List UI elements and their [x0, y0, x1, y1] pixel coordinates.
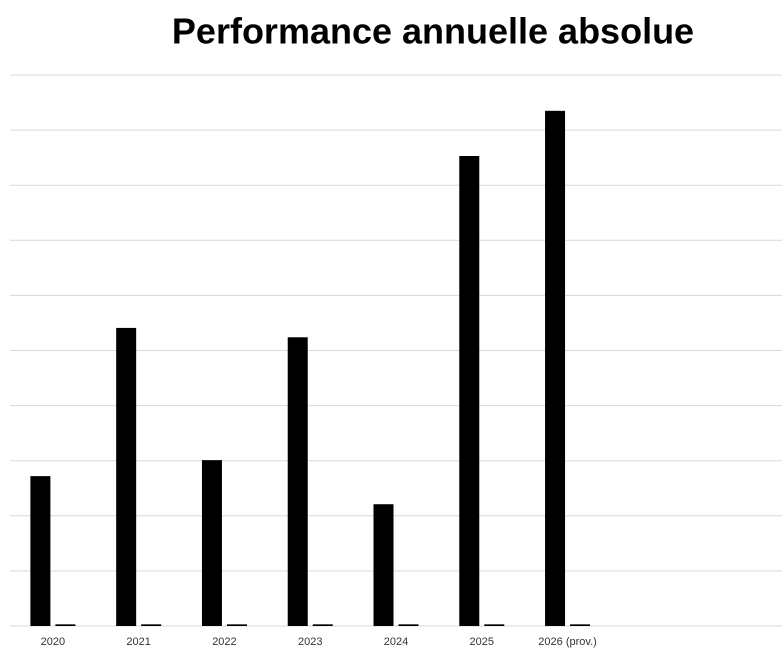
bar — [570, 624, 591, 626]
bar — [55, 624, 76, 626]
bar — [398, 624, 419, 626]
bar — [226, 624, 247, 626]
x-tick-label: 2023 — [298, 636, 322, 648]
x-tick-label: 2025 — [470, 636, 494, 648]
bar — [545, 110, 566, 626]
bar — [312, 624, 333, 626]
x-tick-label: 2020 — [41, 636, 65, 648]
bar — [201, 460, 222, 626]
bar — [373, 504, 394, 626]
x-tick-label: 2022 — [212, 636, 236, 648]
bar — [30, 476, 51, 626]
bar — [484, 624, 505, 626]
bar — [141, 624, 162, 626]
bar — [287, 337, 308, 626]
x-tick-label: 2026 (prov.) — [538, 636, 597, 648]
chart-title: Performance annuelle absolue — [172, 11, 694, 52]
x-tick-label: 2024 — [384, 636, 408, 648]
x-tick-label: 2021 — [126, 636, 150, 648]
bar — [116, 327, 137, 626]
bar — [459, 155, 480, 626]
